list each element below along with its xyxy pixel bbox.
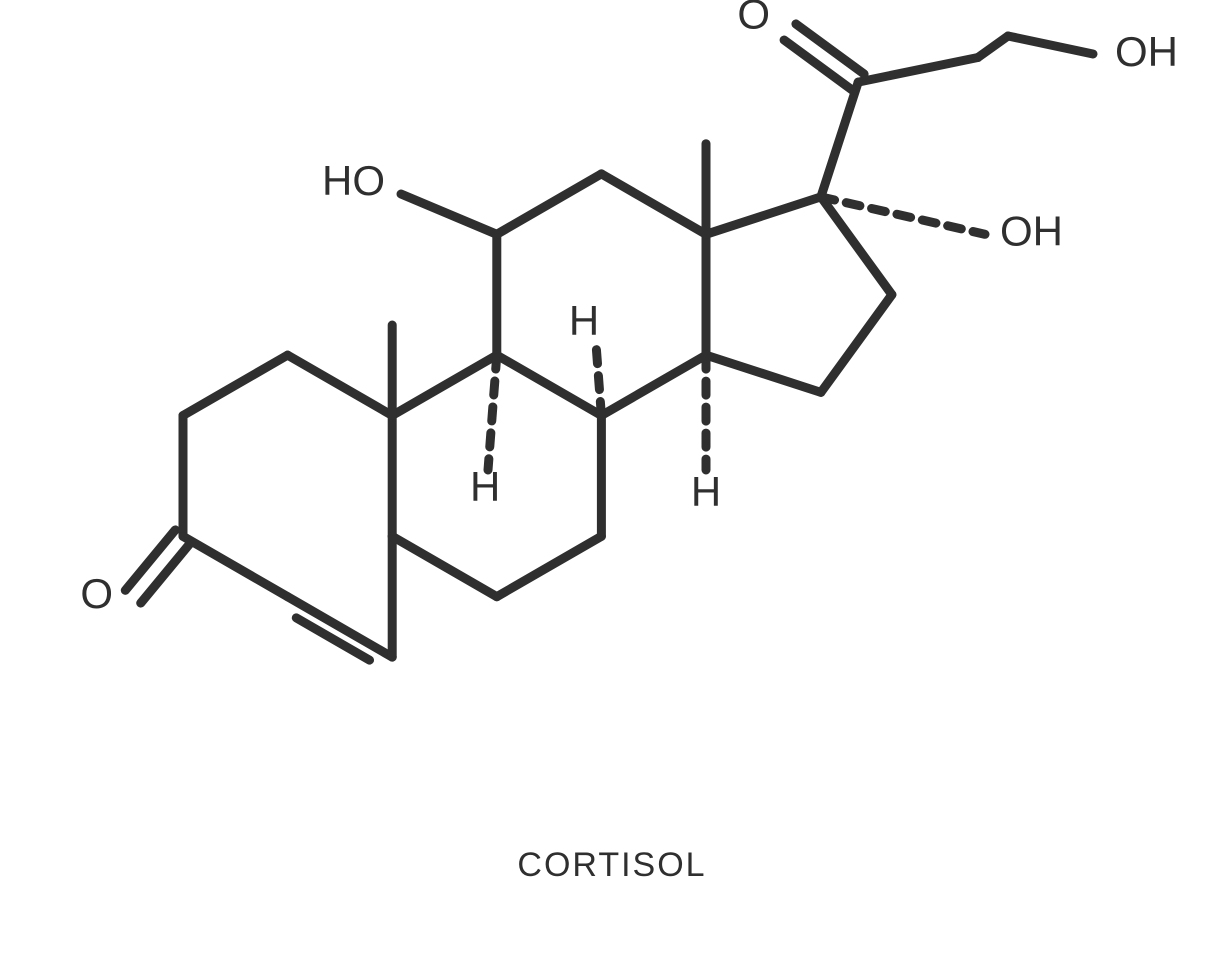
atom-label-O21: OH <box>1115 28 1178 75</box>
cortisol-structure: OHOOHOOHHHHCORTISOL <box>0 0 1225 980</box>
atom-label-H14: H <box>691 468 721 515</box>
atom-label-O3: O <box>80 570 113 617</box>
atom-label-H8: H <box>569 297 599 344</box>
atom-label-O20: O <box>737 0 770 38</box>
atom-label-H9: H <box>470 463 500 510</box>
molecule-caption: CORTISOL <box>517 846 706 884</box>
atom-label-O11: HO <box>322 157 385 204</box>
atom-label-O17: OH <box>1000 207 1063 254</box>
